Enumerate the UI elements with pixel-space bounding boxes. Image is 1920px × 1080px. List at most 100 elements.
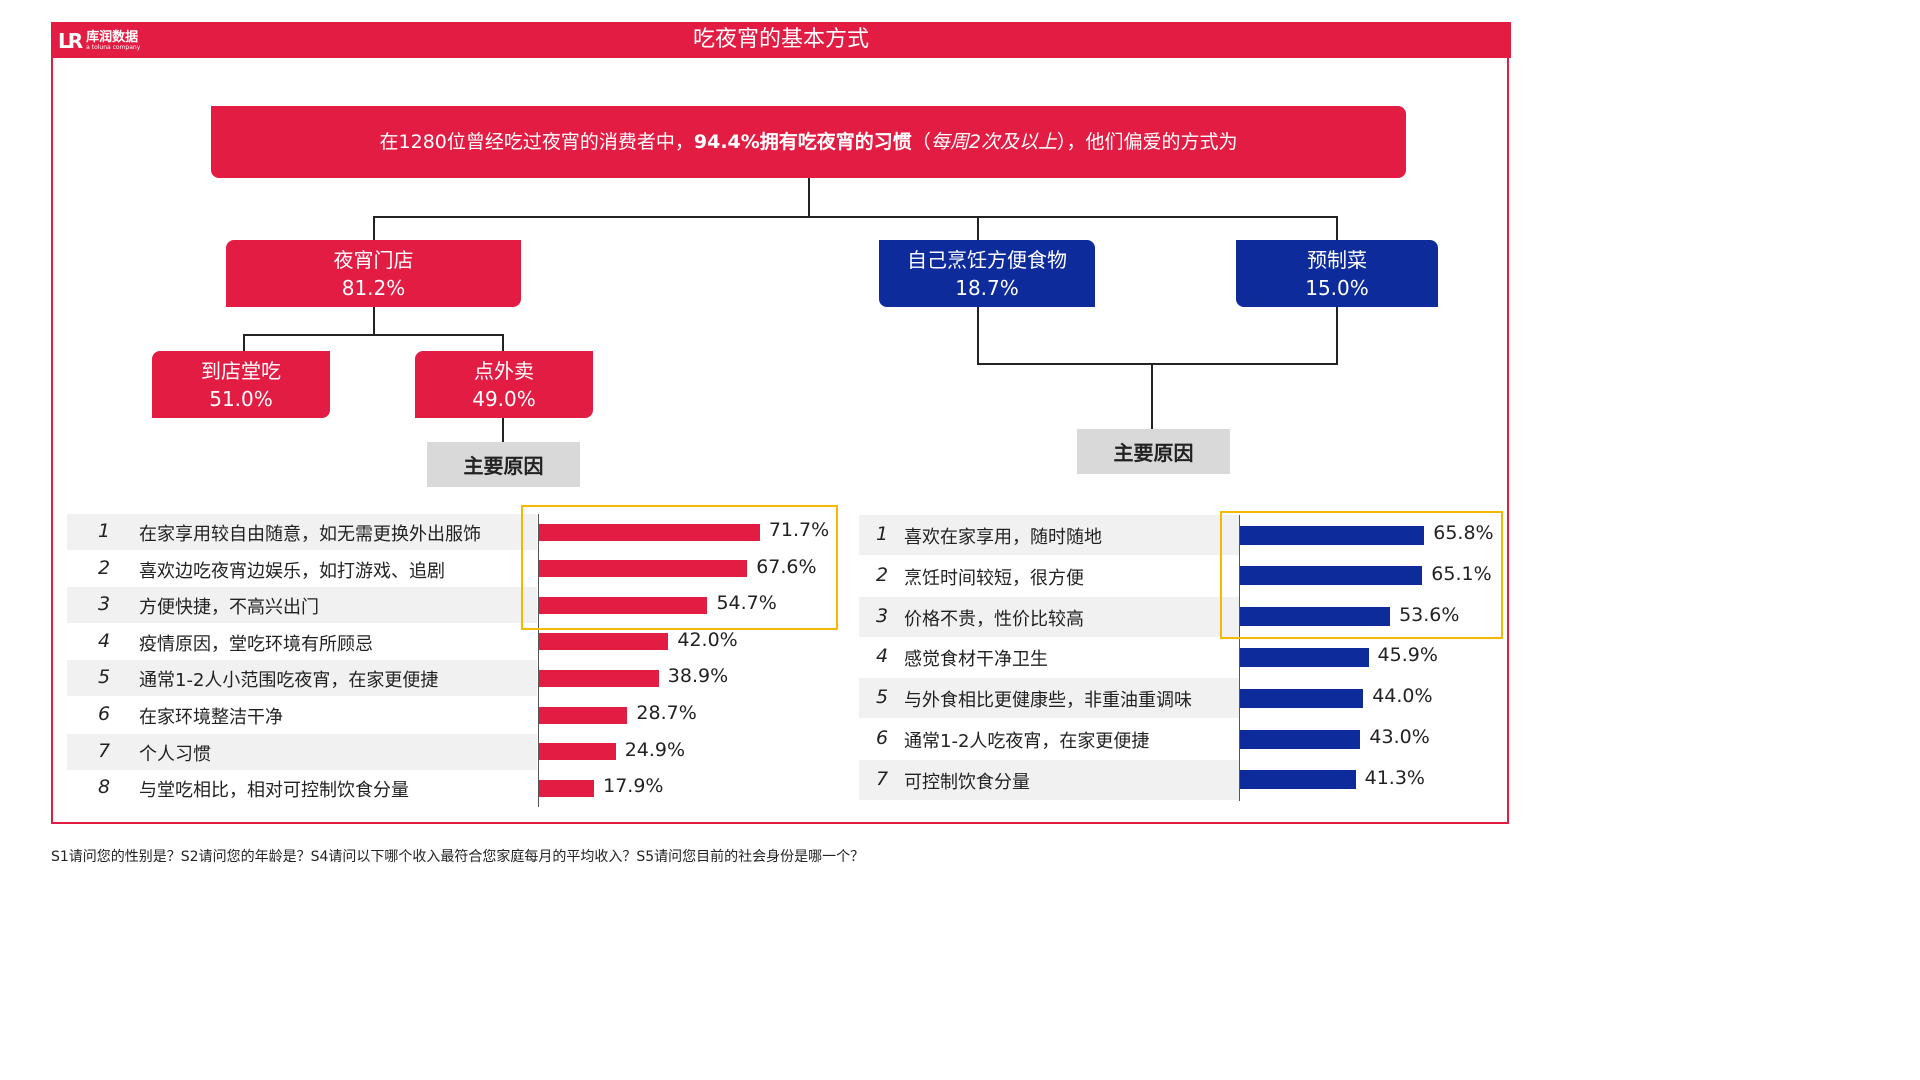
reason-rank: 6 (876, 727, 889, 749)
bar-value-label: 54.7% (716, 592, 777, 615)
bar-value-label: 42.0% (677, 628, 738, 651)
bar (1240, 525, 1425, 545)
summary-tail: ，他们偏爱的方式为 (1066, 131, 1238, 153)
reason-rank: 4 (876, 645, 889, 668)
connector-line (977, 363, 1338, 365)
row-background (859, 759, 1239, 800)
footnote: S1请问您的性别是？S2请问您的年龄是？S4请问以下哪个收入最符合您家庭每月的平… (51, 849, 865, 865)
connector-line (373, 216, 1338, 218)
chart-axis (538, 514, 539, 807)
reason-label: 感觉食材干净卫生 (904, 649, 1048, 671)
node-label: 自己烹饪方便食物 (907, 247, 1067, 272)
node-percent: 18.7% (955, 275, 1019, 300)
connector-line (1336, 307, 1338, 364)
connector-line (977, 307, 979, 364)
bar (1240, 688, 1364, 708)
bar-value-label: 53.6% (1399, 603, 1460, 626)
logo-name: 库润数据 (86, 30, 139, 45)
row-background (67, 514, 537, 550)
bar (539, 633, 669, 651)
node-label: 预制菜 (1307, 247, 1367, 272)
brand-logo: LR 库润数据 a toluna company (58, 29, 140, 53)
bar (539, 779, 595, 797)
row-background (859, 596, 1239, 637)
reason-rank: 1 (98, 520, 111, 542)
bar-value-label: 38.9% (667, 665, 729, 688)
row-background (67, 733, 537, 770)
summary-paren-close: ） (1056, 131, 1067, 153)
node-self-cooking: 自己烹饪方便食物 18.7% (879, 240, 1095, 307)
bar (539, 706, 628, 724)
bar-value-label: 65.1% (1431, 562, 1492, 585)
bar-value-label: 44.0% (1372, 685, 1433, 708)
bar-value-label: 43.0% (1369, 726, 1430, 748)
bar (539, 523, 760, 541)
reason-label: 通常1-2人小范围吃夜宵，在家更便捷 (139, 670, 439, 692)
reason-rank: 2 (876, 563, 889, 586)
bar-value-label: 24.9% (624, 738, 686, 761)
connector-line (502, 418, 504, 442)
bar-value-label: 65.8% (1433, 522, 1494, 544)
connector-line (1336, 216, 1338, 240)
node-night-snack-store: 夜宵门店 81.2% (226, 240, 521, 307)
node-label: 夜宵门店 (333, 247, 414, 272)
reason-label: 价格不贵，性价比较高 (904, 608, 1084, 630)
bar (539, 743, 616, 761)
reason-label: 疫情原因，堂吃环境有所顾忌 (139, 633, 373, 655)
reason-label: 在家享用较自由随意，如无需更换外出服饰 (139, 524, 481, 545)
reason-label: 在家环境整洁干净 (139, 707, 283, 728)
reasons-label-left: 主要原因 (427, 442, 580, 487)
bar-value-label: 45.9% (1377, 644, 1438, 667)
reason-label: 与堂吃相比，相对可控制饮食分量 (139, 780, 409, 802)
summary-banner: 在1280位曾经吃过夜宵的消费者中，94.4%拥有吃夜宵的习惯（每周2次及以上）… (211, 106, 1406, 178)
reason-rank: 6 (98, 703, 111, 725)
bar-value-label: 71.7% (768, 519, 830, 541)
reason-label: 可控制饮食分量 (904, 771, 1030, 793)
logo-mark: LR (58, 29, 83, 53)
reason-rank: 4 (98, 629, 111, 652)
bar (1240, 729, 1361, 749)
reason-rank: 5 (876, 686, 889, 709)
summary-frequency: 每周2次及以上 (930, 131, 1057, 153)
top-reasons-highlight (521, 505, 838, 630)
bar (1240, 607, 1391, 627)
connector-line (373, 216, 375, 240)
reason-label: 喜欢在家享用，随时随地 (904, 527, 1102, 548)
bar-value-label: 41.3% (1364, 766, 1425, 789)
connector-line (808, 178, 810, 217)
row-background (859, 678, 1239, 719)
reason-rank: 5 (98, 666, 111, 689)
connector-line (977, 216, 979, 240)
bar (539, 560, 748, 578)
top-reasons-highlight (1220, 511, 1503, 639)
bar (1240, 566, 1423, 586)
connector-line (373, 307, 375, 335)
header-bar (51, 22, 1511, 58)
chart-axis (1239, 515, 1240, 801)
page-title: 吃夜宵的基本方式 (692, 27, 869, 52)
connector-line (1151, 363, 1153, 429)
bar (1240, 647, 1369, 667)
bar (539, 596, 708, 614)
reason-label: 喜欢边吃夜宵边娱乐，如打游戏、追剧 (139, 560, 445, 582)
bar (1240, 770, 1356, 790)
reason-rank: 7 (876, 767, 889, 790)
reason-rank: 3 (876, 604, 889, 627)
node-dine-in: 到店堂吃 51.0% (152, 351, 330, 418)
node-percent: 49.0% (472, 386, 536, 411)
reason-label: 方便快捷，不高兴出门 (139, 597, 319, 619)
reasons-label-right: 主要原因 (1077, 429, 1230, 474)
node-label: 到店堂吃 (201, 358, 281, 383)
node-takeout: 点外卖 49.0% (415, 351, 593, 418)
reason-label: 与外食相比更健康些，非重油重调味 (904, 690, 1192, 712)
summary-paren-open: （ (911, 131, 931, 153)
node-prepared-dishes: 预制菜 15.0% (1236, 240, 1438, 307)
connector-line (502, 334, 504, 351)
bar-value-label: 28.7% (636, 702, 697, 724)
reason-rank: 7 (98, 739, 111, 762)
connector-line (243, 334, 504, 336)
bar-value-label: 67.6% (756, 555, 817, 578)
connector-line (243, 334, 245, 351)
reason-label: 个人习惯 (139, 743, 211, 765)
summary-highlight: 94.4%拥有吃夜宵的习惯 (693, 131, 912, 153)
